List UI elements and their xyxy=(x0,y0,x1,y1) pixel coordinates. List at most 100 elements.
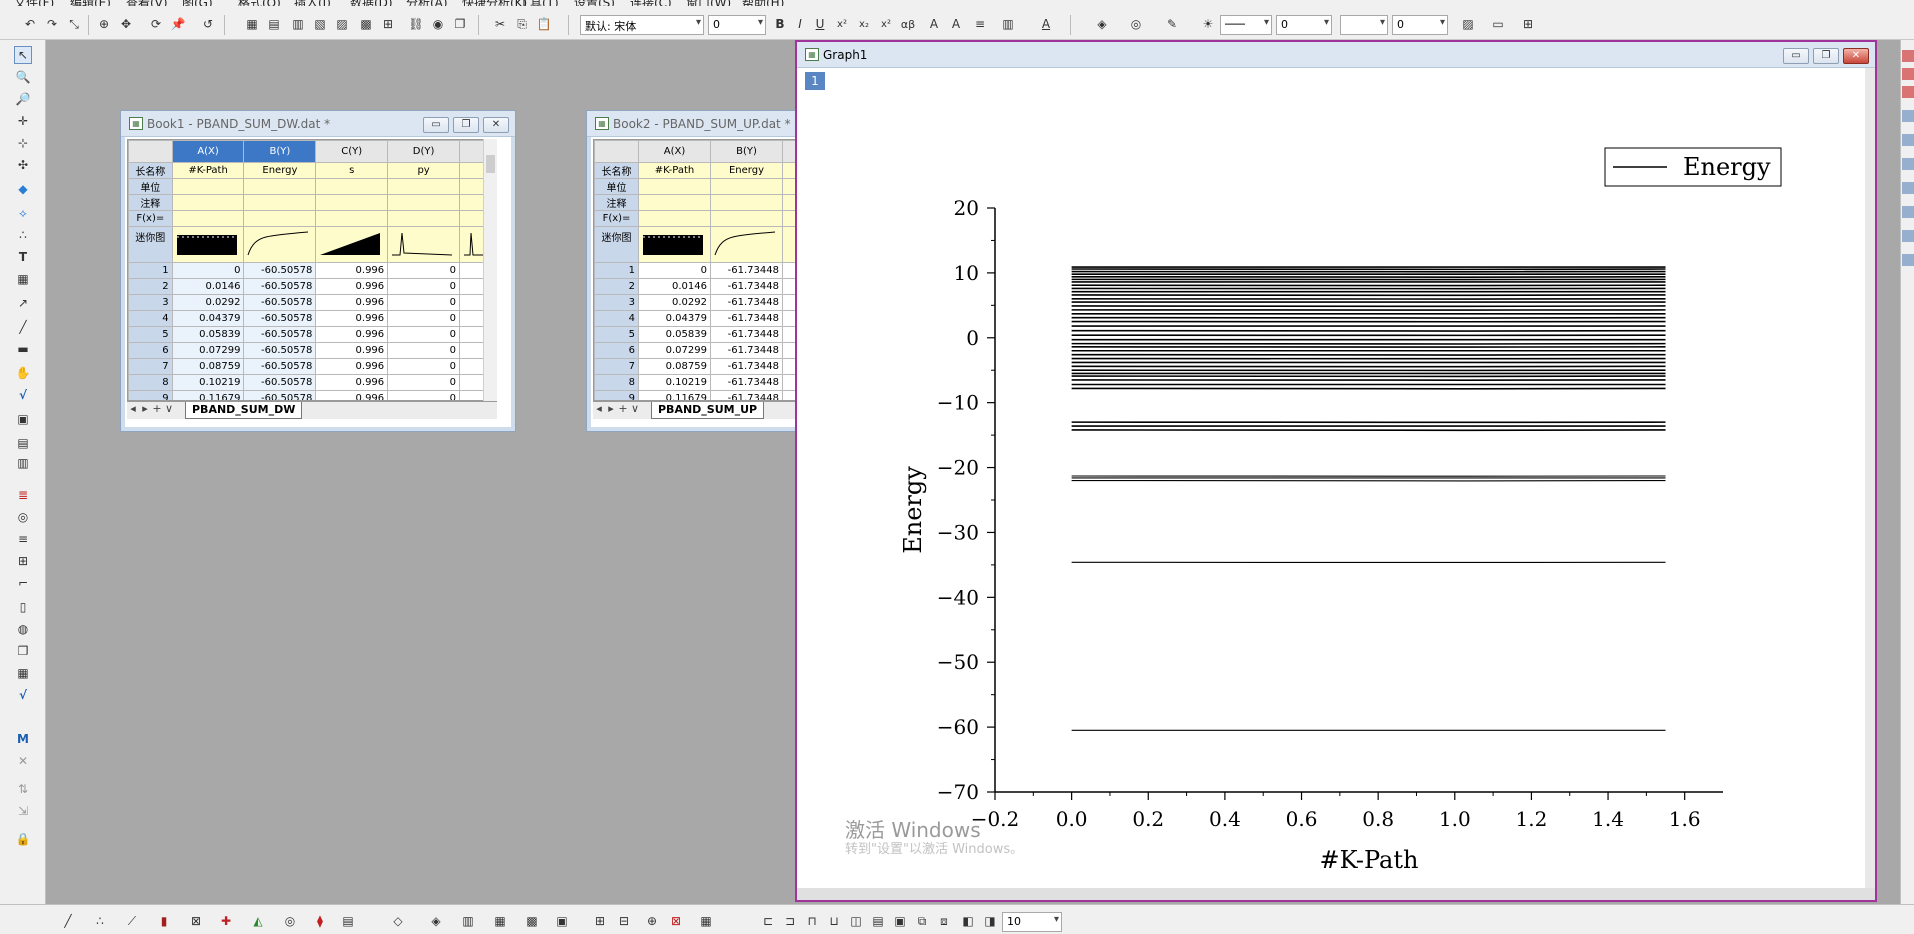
sparkline-icon[interactable] xyxy=(171,226,245,263)
cell[interactable]: Energy xyxy=(243,162,317,179)
brightness-icon[interactable]: ☀ xyxy=(1202,17,1214,31)
cell[interactable] xyxy=(710,178,783,195)
line-tool-icon[interactable]: ╱ xyxy=(19,320,27,334)
anchor-icon[interactable] xyxy=(1902,206,1914,218)
zoom-out-icon[interactable]: 🔎 xyxy=(15,92,31,106)
hilo-icon[interactable]: ⧫ xyxy=(317,914,323,928)
insert-graph-icon[interactable]: ▣ xyxy=(17,412,29,426)
legend-icon[interactable] xyxy=(1902,134,1914,146)
cell[interactable]: -61.73448 xyxy=(710,294,783,311)
move-icon[interactable]: ✣ xyxy=(17,158,29,172)
cell[interactable] xyxy=(243,194,317,211)
cell[interactable] xyxy=(710,210,783,227)
draw-data-icon[interactable]: ∴ xyxy=(19,228,27,242)
new-workbook-icon[interactable]: ▤ xyxy=(268,17,280,31)
align-bottom-icon[interactable]: ⊔ xyxy=(829,914,839,928)
import-icon[interactable]: ▩ xyxy=(360,17,372,31)
cell[interactable]: 0 xyxy=(171,262,245,279)
sparkline-icon[interactable] xyxy=(315,226,389,263)
cell[interactable] xyxy=(243,210,317,227)
cell[interactable]: 0.08759 xyxy=(171,358,245,375)
row-header[interactable]: 9 xyxy=(594,390,639,400)
sheet-list-icon[interactable]: ∨ xyxy=(630,402,640,415)
decrease-font-icon[interactable]: A xyxy=(951,17,961,31)
lock-icon[interactable]: 🔒 xyxy=(15,832,31,846)
row-header[interactable]: 1 xyxy=(128,262,173,279)
insert-table-icon[interactable]: ▤ xyxy=(17,436,29,450)
waterfall-icon[interactable]: ▥ xyxy=(462,914,474,928)
new-matrix-icon[interactable]: ▥ xyxy=(292,17,304,31)
cell[interactable]: py xyxy=(387,162,461,179)
panel-icon[interactable]: ▣ xyxy=(556,914,568,928)
hand-icon[interactable]: ✋ xyxy=(15,366,31,380)
cell[interactable]: -61.73448 xyxy=(710,278,783,295)
row-label[interactable]: 迷你图 xyxy=(128,226,173,263)
screen-reader-icon[interactable]: ⊹ xyxy=(17,136,29,150)
layer-tool-icon[interactable] xyxy=(1902,110,1914,122)
graph-titlebar[interactable]: ▦ Graph1 ▭ ❐ ✕ xyxy=(797,42,1875,68)
line-color-icon[interactable]: ✎ xyxy=(1166,17,1178,31)
cell[interactable]: 0 xyxy=(387,294,461,311)
new-graph-icon[interactable]: ▦ xyxy=(246,17,258,31)
book1-sheet[interactable]: A(X) B(Y) C(Y) D(Y) 长名称 #K-Path Energy s… xyxy=(127,139,497,401)
bold-button[interactable]: B xyxy=(775,17,785,31)
ruler-icon[interactable]: ▯ xyxy=(19,600,27,614)
table-tool-icon[interactable]: ▦ xyxy=(17,666,29,680)
target-icon[interactable]: ◎ xyxy=(17,510,29,524)
column-header[interactable]: A(X) xyxy=(171,140,245,163)
cut-icon[interactable]: ✂ xyxy=(494,17,506,31)
cell[interactable]: -61.73448 xyxy=(710,326,783,343)
fill-color-icon[interactable]: ◈ xyxy=(1097,17,1107,31)
line-symbol-icon[interactable]: ⟋ xyxy=(127,913,137,928)
row-header[interactable]: 6 xyxy=(128,342,173,359)
cell[interactable]: -60.50578 xyxy=(243,374,317,391)
group-icon[interactable]: ⧉ xyxy=(917,913,927,928)
fill-pattern-select[interactable] xyxy=(1340,15,1388,35)
sparkline-icon[interactable] xyxy=(710,226,783,263)
rescale-x-icon[interactable] xyxy=(1902,50,1914,62)
cell[interactable]: #K-Path xyxy=(638,162,711,179)
cell[interactable] xyxy=(315,210,389,227)
data-reader-icon[interactable]: ✥ xyxy=(120,17,132,31)
cell[interactable]: 0.0146 xyxy=(638,278,711,295)
minimize-button[interactable]: ▭ xyxy=(1783,48,1809,64)
next-sheet-icon[interactable]: ▸ xyxy=(608,402,614,415)
subscript-button[interactable]: x₂ xyxy=(859,18,869,30)
cell[interactable] xyxy=(315,194,389,211)
cell[interactable]: 0 xyxy=(387,358,461,375)
area-icon[interactable]: ◭ xyxy=(253,914,263,928)
cell[interactable] xyxy=(638,194,711,211)
text-columns-icon[interactable]: ▥ xyxy=(1002,17,1014,31)
rescale-icon[interactable]: ↺ xyxy=(202,17,214,31)
pattern-size-select[interactable]: 0 xyxy=(1392,15,1448,35)
cell[interactable]: 0.996 xyxy=(315,358,389,375)
pointer-icon[interactable]: ↖ xyxy=(14,46,32,64)
superscript2-button[interactable]: x² xyxy=(881,18,891,30)
mask-icon[interactable]: ◆ xyxy=(18,182,28,196)
cell[interactable]: 0.11679 xyxy=(171,390,245,400)
cell[interactable]: 0.0292 xyxy=(638,294,711,311)
close-button[interactable]: ✕ xyxy=(1843,48,1869,64)
row-label[interactable]: 单位 xyxy=(128,178,173,195)
sparkline-icon[interactable] xyxy=(638,226,711,263)
line-style-select[interactable]: ─── xyxy=(1220,15,1272,35)
redo-icon[interactable]: ↷ xyxy=(46,17,58,31)
cell[interactable]: 0.996 xyxy=(315,374,389,391)
align-right-icon[interactable]: ⊐ xyxy=(784,914,796,928)
row-label[interactable]: F(x)= xyxy=(594,210,639,227)
add-sheet-icon[interactable]: + xyxy=(152,402,162,415)
surface-icon[interactable]: ◈ xyxy=(431,914,441,928)
cell[interactable]: -61.73448 xyxy=(710,374,783,391)
row-header[interactable]: 6 xyxy=(594,342,639,359)
column-header[interactable]: C(Y) xyxy=(315,140,389,163)
cell[interactable]: -61.73448 xyxy=(710,358,783,375)
merge-graph-icon[interactable]: ⊞ xyxy=(594,914,606,928)
cell[interactable] xyxy=(315,178,389,195)
table-icon[interactable]: ⊞ xyxy=(1522,17,1534,31)
cell[interactable]: 0.996 xyxy=(315,262,389,279)
3d-plot-icon[interactable]: ◇ xyxy=(393,914,403,928)
font-size-select[interactable]: 0 xyxy=(708,15,766,35)
font-name-select[interactable]: 默认: 宋体 xyxy=(580,15,704,35)
menu-item[interactable]: 连接(C) xyxy=(630,0,672,6)
cell[interactable]: Energy xyxy=(710,162,783,179)
